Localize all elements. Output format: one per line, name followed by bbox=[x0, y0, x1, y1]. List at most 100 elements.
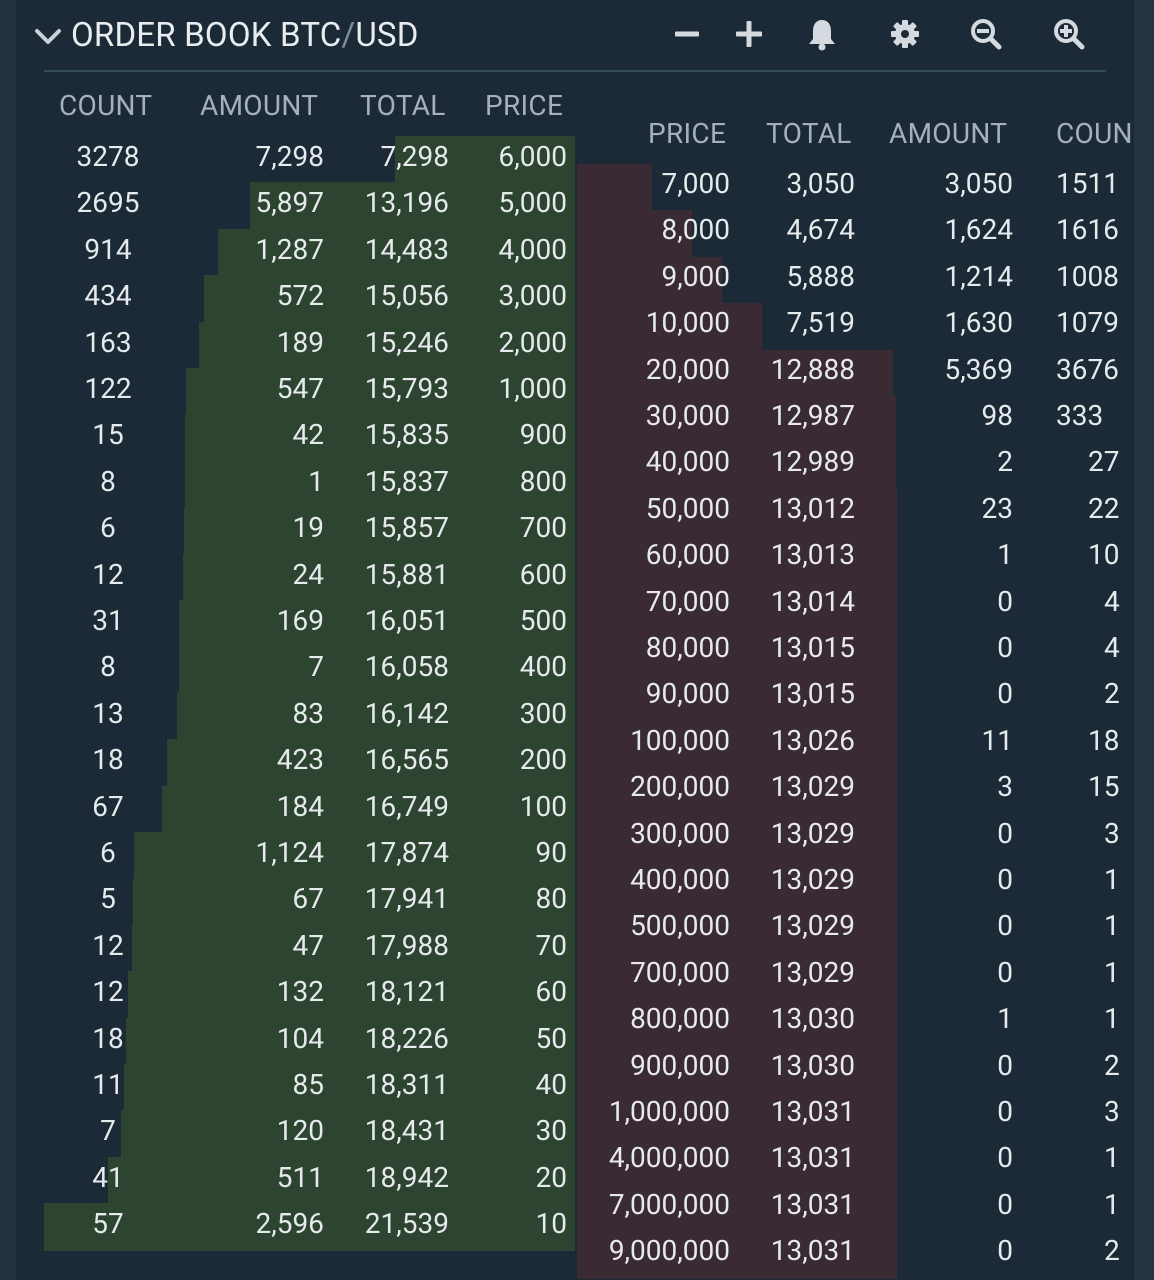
ask-total-cell: 13,029 bbox=[770, 863, 855, 896]
bid-amount-cell: 1 bbox=[308, 464, 324, 498]
bid-count-cell: 3278 bbox=[76, 140, 140, 173]
asks-header-amount[interactable]: AMOUNT bbox=[889, 117, 1008, 150]
bid-depth-bar bbox=[177, 692, 575, 741]
bid-amount-cell: 572 bbox=[276, 279, 324, 313]
bid-total-cell: 15,857 bbox=[364, 511, 449, 545]
ask-depth-bar bbox=[577, 349, 894, 397]
ask-price-cell: 20,000 bbox=[645, 352, 730, 386]
ask-depth-bar bbox=[577, 1045, 897, 1093]
ask-price-cell: 4,000,000 bbox=[608, 1141, 730, 1175]
ask-depth-bar bbox=[577, 674, 897, 722]
bid-count-cell: 2695 bbox=[76, 186, 140, 220]
ask-price-cell: 300,000 bbox=[630, 816, 730, 850]
ask-count-cell: 1079 bbox=[1056, 306, 1119, 340]
bid-price-cell: 200 bbox=[519, 743, 567, 777]
bid-depth-bar bbox=[131, 924, 575, 973]
ask-amount-cell: 1,214 bbox=[944, 259, 1013, 293]
bids-header-total[interactable]: TOTAL bbox=[360, 89, 446, 122]
bid-amount-cell: 2,596 bbox=[255, 1207, 324, 1241]
ask-total-cell: 7,519 bbox=[786, 306, 855, 340]
bid-depth-bar bbox=[183, 553, 575, 601]
bid-total-cell: 16,142 bbox=[364, 696, 449, 730]
ask-amount-cell: 2 bbox=[997, 445, 1013, 479]
bid-total-cell: 18,311 bbox=[364, 1068, 449, 1101]
asks-header-price[interactable]: PRICE bbox=[648, 117, 727, 150]
bid-depth-bar bbox=[134, 832, 575, 880]
bid-amount-cell: 184 bbox=[276, 789, 324, 823]
settings-button[interactable] bbox=[885, 14, 925, 54]
ask-total-cell: 13,014 bbox=[770, 584, 855, 618]
bid-count-cell: 7 bbox=[100, 1114, 116, 1148]
bid-depth-bar bbox=[184, 460, 575, 509]
ask-count-cell: 1 bbox=[1104, 1141, 1120, 1175]
ask-depth-bar bbox=[577, 999, 897, 1047]
ask-count-cell: 1 bbox=[1104, 1187, 1120, 1221]
decrease-precision-button[interactable] bbox=[667, 14, 707, 54]
ask-amount-cell: 3 bbox=[997, 770, 1013, 804]
bid-price-cell: 700 bbox=[519, 511, 567, 545]
increase-precision-button[interactable] bbox=[729, 14, 769, 54]
plus-icon bbox=[736, 21, 762, 47]
bids-header-amount[interactable]: AMOUNT bbox=[200, 89, 319, 122]
ask-price-cell: 400,000 bbox=[630, 863, 730, 896]
bids-header-price[interactable]: PRICE bbox=[485, 89, 564, 122]
ask-price-cell: 9,000 bbox=[661, 259, 730, 293]
ask-amount-cell: 0 bbox=[997, 1095, 1013, 1128]
ask-count-cell: 333 bbox=[1056, 399, 1104, 432]
gear-icon bbox=[891, 20, 919, 48]
bid-total-cell: 13,196 bbox=[364, 186, 449, 220]
bid-depth-bar bbox=[199, 321, 575, 369]
ask-amount-cell: 1 bbox=[997, 538, 1013, 572]
ask-depth-bar bbox=[577, 720, 897, 769]
ask-price-cell: 7,000 bbox=[661, 167, 730, 200]
ask-depth-bar bbox=[577, 442, 896, 490]
bid-amount-cell: 189 bbox=[276, 325, 324, 359]
ask-total-cell: 13,012 bbox=[770, 491, 855, 525]
order-book-title: ORDER BOOK BTC/USD bbox=[71, 15, 419, 57]
bid-count-cell: 12 bbox=[92, 928, 124, 962]
bid-price-cell: 70 bbox=[535, 928, 567, 962]
ask-depth-bar bbox=[577, 581, 897, 629]
zoom-in-button[interactable] bbox=[1049, 14, 1089, 54]
ask-count-cell: 2 bbox=[1104, 1048, 1120, 1082]
ask-price-cell: 90,000 bbox=[645, 677, 730, 711]
price-alert-button[interactable] bbox=[802, 14, 842, 54]
ask-depth-bar bbox=[577, 628, 897, 676]
ask-amount-cell: 0 bbox=[997, 631, 1013, 664]
bid-depth-bar bbox=[185, 368, 575, 416]
ask-count-cell: 10 bbox=[1088, 538, 1120, 572]
ask-count-cell: 1 bbox=[1104, 863, 1120, 896]
bid-count-cell: 18 bbox=[92, 743, 124, 777]
ask-total-cell: 13,029 bbox=[770, 909, 855, 943]
ask-price-cell: 8,000 bbox=[661, 213, 730, 247]
bid-depth-bar bbox=[125, 1017, 575, 1065]
asks-header-count[interactable]: COUN bbox=[1056, 117, 1133, 150]
bids-header-count[interactable]: COUNT bbox=[59, 89, 153, 122]
ask-depth-bar bbox=[577, 860, 897, 908]
chevron-down-icon[interactable] bbox=[34, 26, 62, 48]
bid-depth-bar bbox=[184, 507, 575, 555]
ask-price-cell: 70,000 bbox=[645, 584, 730, 618]
bid-price-cell: 10 bbox=[535, 1207, 567, 1241]
zoom-out-button[interactable] bbox=[966, 14, 1006, 54]
bid-amount-cell: 7 bbox=[308, 650, 324, 684]
ask-depth-bar bbox=[577, 906, 897, 954]
pair-separator: / bbox=[341, 16, 356, 55]
bid-count-cell: 163 bbox=[84, 325, 132, 359]
bid-price-cell: 30 bbox=[535, 1114, 567, 1148]
ask-price-cell: 50,000 bbox=[645, 491, 730, 525]
ask-count-cell: 15 bbox=[1088, 770, 1120, 804]
asks-header-total[interactable]: TOTAL bbox=[766, 117, 852, 150]
bid-depth-bar bbox=[179, 600, 575, 648]
ask-depth-bar bbox=[577, 164, 652, 212]
ask-amount-cell: 0 bbox=[997, 863, 1013, 896]
ask-depth-bar bbox=[577, 535, 897, 583]
bid-count-cell: 41 bbox=[92, 1160, 124, 1194]
ask-count-cell: 1511 bbox=[1056, 167, 1119, 200]
bid-depth-bar bbox=[162, 785, 575, 833]
ask-total-cell: 13,029 bbox=[770, 770, 855, 804]
ask-amount-cell: 0 bbox=[997, 584, 1013, 618]
ask-total-cell: 13,026 bbox=[770, 723, 855, 757]
ask-count-cell: 3 bbox=[1104, 816, 1120, 850]
bid-price-cell: 2,000 bbox=[498, 325, 567, 359]
